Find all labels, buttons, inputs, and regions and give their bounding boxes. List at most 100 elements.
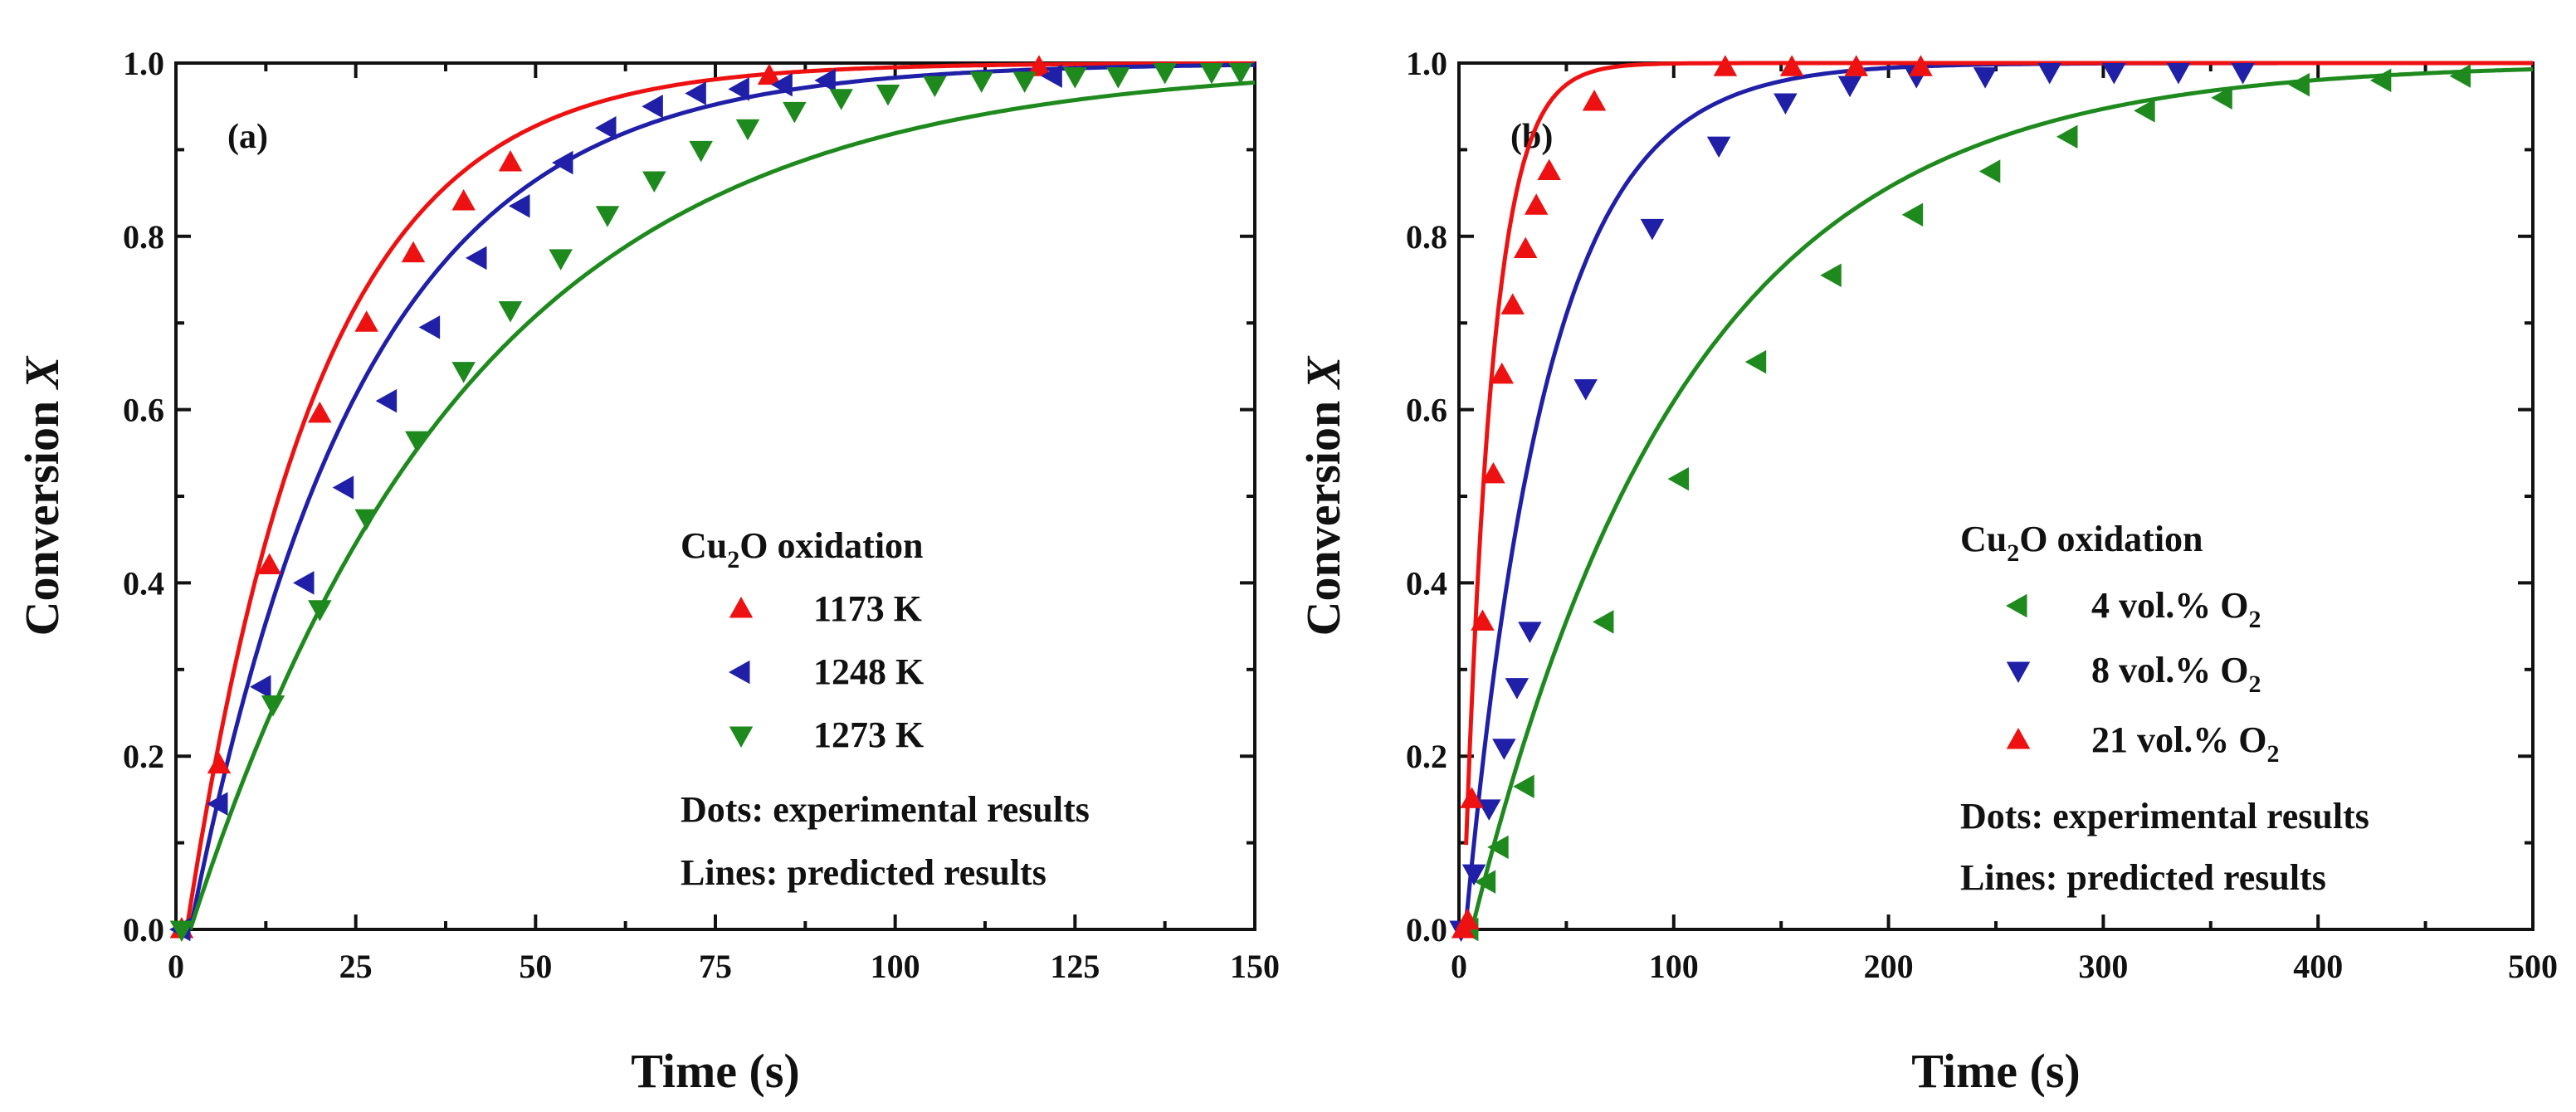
data-point-series-1 [1492, 739, 1516, 760]
data-point-series-1 [1706, 136, 1731, 159]
legend-title-suffix: O oxidation [2019, 519, 2203, 559]
data-point-series-0 [207, 752, 232, 774]
data-point-series-1 [1041, 64, 1062, 88]
data-point-series-1 [1640, 218, 1665, 241]
legend-title: Cu2O oxidation [1960, 519, 2203, 567]
x-tick-label: 400 [2293, 948, 2343, 985]
y-tick-label: 0.8 [123, 218, 164, 256]
data-point-series-2 [308, 600, 332, 622]
data-point-series-2 [1779, 55, 1804, 76]
data-point-series-2 [498, 301, 523, 323]
data-point-series-2 [1490, 362, 1515, 384]
data-point-series-2 [354, 509, 378, 531]
x-axis-title: Time (s) [631, 1044, 800, 1098]
y-tick-label: 0.4 [123, 564, 164, 602]
x-tick-label: 300 [2078, 948, 2128, 985]
data-point-series-2 [969, 71, 993, 93]
data-point-series-1 [1461, 864, 1486, 886]
panel-label: (a) [227, 118, 268, 156]
y-tick-label: 0.0 [123, 911, 164, 949]
data-point-series-1 [685, 81, 706, 105]
data-point-series-2 [1582, 89, 1607, 111]
data-point-series-2 [735, 119, 760, 141]
x-tick-label: 150 [1230, 948, 1280, 985]
data-point-series-2 [1481, 461, 1505, 484]
data-point-series-2 [642, 171, 666, 193]
x-tick-label: 125 [1050, 948, 1100, 985]
data-point-series-1 [1476, 799, 1501, 821]
data-point-series-0 [451, 189, 476, 211]
legend-label-series-1: 8 vol.% O2 [2091, 650, 2261, 698]
x-tick-label: 100 [1649, 948, 1699, 985]
x-tick-label: 50 [519, 948, 552, 985]
data-point-series-1 [1505, 678, 1530, 700]
predicted-curve-series-0 [184, 61, 1256, 930]
legend-marker-series-1 [729, 660, 750, 685]
data-point-series-2 [876, 85, 900, 106]
data-point-series-2 [783, 101, 807, 124]
legend-label-subscript: 2 [2248, 606, 2261, 633]
legend-label-subscript: 2 [2266, 740, 2279, 768]
data-point-series-1 [595, 116, 617, 140]
y-tick-label: 1.0 [123, 45, 164, 82]
data-point-series-2 [1012, 71, 1037, 93]
data-point-series-0 [498, 150, 523, 172]
data-point-series-2 [923, 76, 947, 98]
data-point-series-0 [401, 241, 426, 263]
data-point-series-1 [375, 388, 398, 413]
legend-label-prefix: 8 vol.% O [2091, 650, 2248, 690]
legend-marker-series-1 [2006, 661, 2031, 683]
y-tick-label: 0.8 [1406, 218, 1447, 256]
data-point-series-2 [261, 695, 285, 717]
data-point-series-1 [552, 150, 573, 175]
legend-label-series-2: 21 vol.% O2 [2091, 719, 2279, 768]
y-axis-title: Conversion X [1296, 355, 1350, 636]
panel-a: 0 25 50 75 100 125 150 0.0 0.2 0.4 0.6 0.8 1.0 Time (… [15, 45, 1280, 1098]
y-axis-title-var: X [15, 355, 69, 390]
data-point-series-0 [2056, 124, 2078, 149]
data-point-series-0 [2211, 85, 2232, 110]
y-axis-title-text: Conversion [15, 388, 69, 636]
data-point-series-1 [1518, 622, 1542, 643]
data-point-series-1 [2166, 62, 2191, 85]
data-point-series-1 [207, 792, 228, 816]
data-point-series-2 [1228, 62, 1252, 85]
legend-label-prefix: 4 vol.% O [2091, 585, 2248, 626]
panel-b: 0 100 200 300 400 500 0.0 0.2 0.4 0.6 0.8 1.0 Time (… [1296, 45, 2558, 1098]
data-point-series-0 [2449, 64, 2471, 88]
data-point-series-1 [771, 72, 793, 97]
x-tick-label: 100 [871, 948, 920, 985]
y-tick-label: 0.0 [1406, 911, 1447, 949]
legend-marker-series-2 [2006, 728, 2031, 749]
data-point-series-0 [1474, 870, 1496, 894]
data-point-series-1 [1573, 379, 1598, 401]
x-tick-label: 200 [1864, 948, 1914, 985]
data-point-series-0 [1820, 263, 1842, 288]
data-point-series-2 [1456, 908, 1480, 930]
legend-marker-series-0 [2006, 593, 2027, 618]
data-point-series-1 [728, 77, 749, 101]
data-point-series-2 [689, 140, 713, 163]
legend-label-series-1: 1248 K [813, 651, 924, 692]
data-point-series-0 [354, 310, 378, 332]
data-point-series-0 [1744, 349, 1767, 374]
data-point-series-2 [1153, 62, 1177, 85]
legend-label-series-0: 4 vol.% O2 [2091, 585, 2261, 633]
y-tick-label: 0.6 [1406, 392, 1447, 429]
data-point-series-0 [1592, 610, 1614, 634]
data-point-series-0 [1487, 835, 1509, 860]
x-tick-label: 0 [168, 948, 184, 985]
data-point-series-2 [1460, 787, 1484, 808]
data-point-series-0 [2369, 68, 2392, 93]
data-point-series-1 [509, 194, 530, 218]
data-point-series-1 [466, 246, 487, 271]
data-point-series-0 [257, 553, 281, 575]
legend-label-series-0: 1173 K [813, 588, 922, 629]
y-axis-title-var: X [1296, 355, 1350, 390]
legend-title-prefix: Cu [1960, 519, 2007, 559]
predicted-curve-series-1 [1464, 61, 2533, 923]
data-point-series-2 [1713, 55, 1738, 76]
data-point-series-2 [1524, 193, 1549, 215]
data-point-series-2 [451, 362, 476, 383]
